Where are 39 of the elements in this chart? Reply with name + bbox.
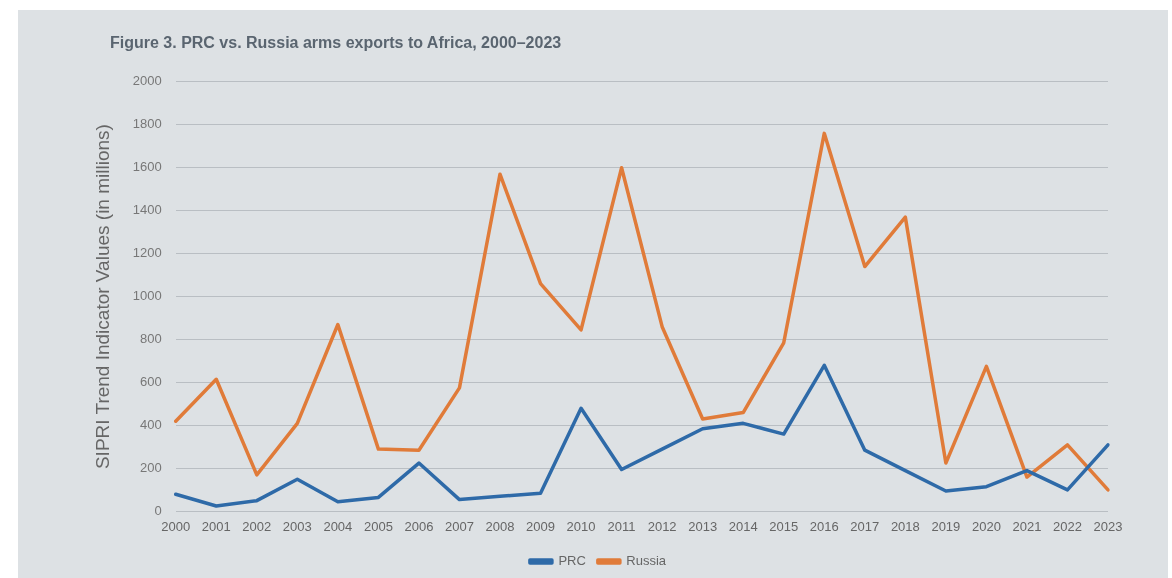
x-tick-label: 2016 [809,518,839,534]
x-tick-label: 2007 [445,518,474,534]
x-tick-label: 2015 [769,518,799,534]
x-tick-label: 2000 [161,518,191,534]
y-tick-label: 400 [140,417,162,433]
y-tick-label: 1600 [132,159,162,175]
x-tick-label: 2010 [566,518,596,534]
x-tick-label: 2020 [971,518,1001,534]
x-tick-label: 2019 [931,518,961,534]
y-tick-label: 800 [140,331,162,347]
x-tick-label: 2006 [404,518,434,534]
y-tick-label: 1200 [132,245,162,261]
x-tick-label: 2023 [1093,518,1123,534]
x-tick-label: 2022 [1053,518,1082,534]
x-tick-label: 2013 [688,518,718,534]
x-tick-label: 2017 [850,518,880,534]
chart-title: Figure 3. PRC vs. Russia arms exports to Africa, 2000–2023 [110,34,562,52]
x-tick-label: 2002 [242,518,272,534]
y-tick-label: 2000 [132,73,162,89]
y-tick-label: 0 [154,502,162,518]
x-tick-label: 2008 [485,518,515,534]
x-tick-label: 2021 [1012,518,1042,534]
x-tick-label: 2018 [890,518,920,534]
x-tick-label: 2011 [607,518,636,534]
legend-label: PRC [558,553,586,569]
y-axis-title: SIPRI Trend Indicator Values (in millions) [91,124,113,470]
x-tick-label: 2009 [526,518,555,534]
y-tick-label: 600 [140,374,162,390]
x-tick-label: 2012 [647,518,677,534]
legend-label: Russia [626,553,667,569]
y-tick-label: 1000 [132,288,162,304]
y-tick-label: 1800 [132,116,162,132]
y-tick-label: 200 [140,460,162,476]
y-tick-label: 1400 [132,202,162,218]
x-tick-label: 2014 [728,518,758,534]
x-tick-label: 2003 [282,518,312,534]
x-tick-label: 2005 [363,518,393,534]
x-tick-label: 2001 [201,518,231,534]
x-tick-label: 2004 [323,518,353,534]
